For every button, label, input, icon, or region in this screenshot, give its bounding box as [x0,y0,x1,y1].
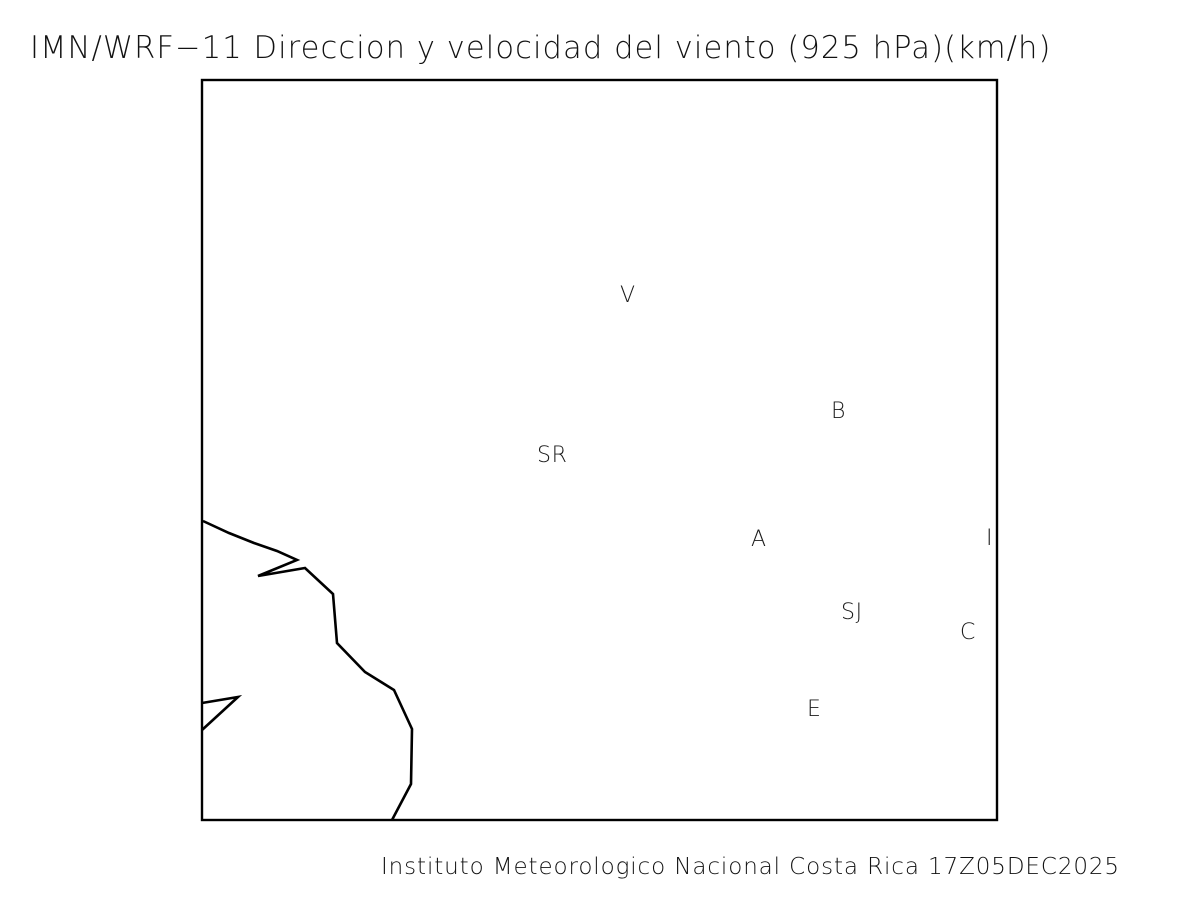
station-label-c: C [960,620,976,645]
coastline-inlet [201,694,243,731]
station-label-a: A [751,527,767,552]
station-label-sj: SJ [841,600,863,625]
page-title: IMN/WRF−11 Direccion y velocidad del vie… [30,30,1052,66]
footer-credit: Instituto Meteorologico Nacional Costa R… [381,854,1120,880]
station-label-sr: SR [537,443,568,468]
station-label-v: V [620,283,636,308]
station-label-b: B [831,399,847,424]
station-label-i: I [986,526,994,551]
coastline-main [202,519,414,821]
coastline-group [201,519,414,821]
station-label-e: E [807,697,822,722]
map-frame-border [200,78,999,822]
